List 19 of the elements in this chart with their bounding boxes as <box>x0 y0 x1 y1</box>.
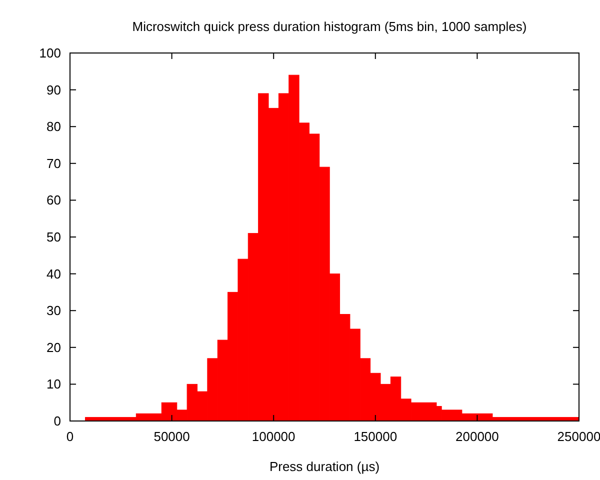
y-tick-label: 70 <box>46 156 61 171</box>
y-tick-label: 60 <box>46 192 61 208</box>
y-tick-label: 80 <box>46 119 61 134</box>
x-tick-label: 150000 <box>354 429 398 444</box>
x-tick-label: 50000 <box>154 429 190 444</box>
x-tick-label: 100000 <box>252 429 296 444</box>
y-tick-label: 50 <box>46 230 61 244</box>
y-tick-label: 90 <box>46 82 61 98</box>
x-tick-label: 200000 <box>456 429 499 444</box>
chart-title: Microswitch quick press duration histogram (5ms bin, 1000 samples) <box>132 19 527 34</box>
y-tick-label: 100 <box>39 46 61 60</box>
y-tick-label: 30 <box>46 303 61 318</box>
y-tick-label: 20 <box>46 340 61 355</box>
y-tick-label: 10 <box>46 376 61 392</box>
x-tick-label: 0 <box>66 429 74 444</box>
y-tick-label: 0 <box>54 414 61 428</box>
x-tick-label: 250000 <box>557 429 600 444</box>
y-tick-label: 40 <box>46 266 61 282</box>
x-axis-title: Press duration (µs) <box>269 459 380 474</box>
